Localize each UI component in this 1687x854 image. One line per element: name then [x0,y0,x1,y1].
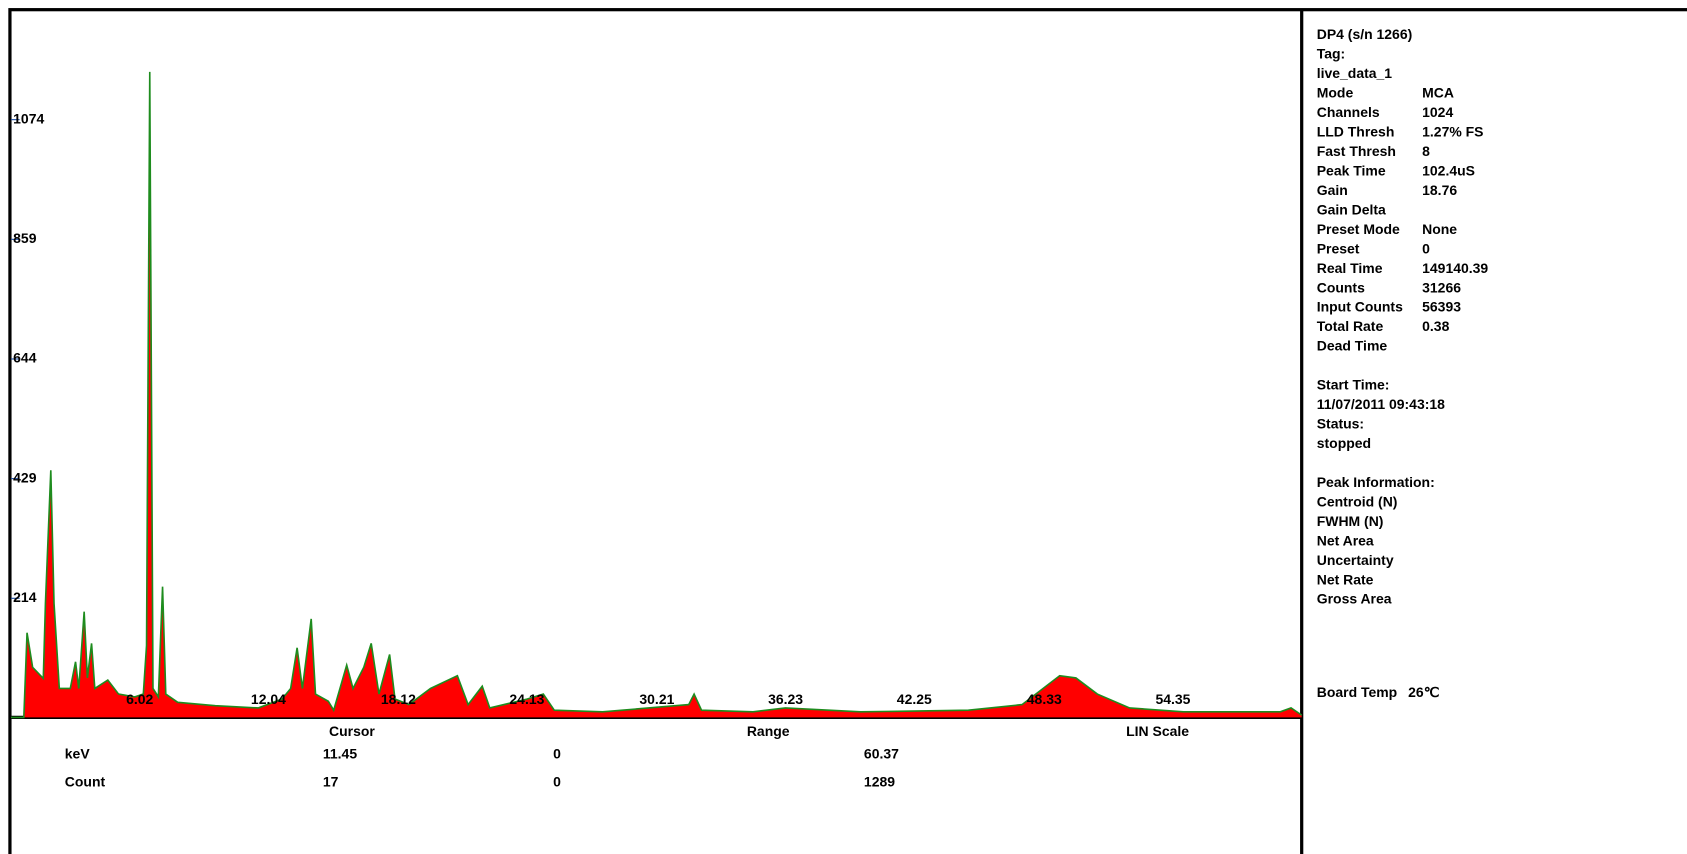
frame [8,8,1687,854]
x-tick-label: 54.35 [1156,691,1191,707]
x-tick-label: 12.04 [251,691,286,707]
param-label: Preset Mode [1317,221,1400,237]
param-label: Preset [1317,240,1360,256]
param-label: Counts [1317,279,1365,295]
param-label: Dead Time [1317,338,1388,354]
readout-cell: 0 [553,746,561,762]
temp-label: Board Temp [1317,684,1397,700]
peak-line: Net Rate [1317,571,1374,587]
x-tick-label: 36.23 [768,691,803,707]
param-label: Gain Delta [1317,201,1386,217]
param-value: 0 [1422,240,1430,256]
peak-line: Gross Area [1317,591,1392,607]
peak-line: Uncertainty [1317,552,1394,568]
y-tick-label: 429 [13,469,37,485]
status-line: Start Time: [1317,377,1390,393]
x-tick-label: 42.25 [897,691,932,707]
ui: Cursor Range LIN Scale keV 11.45 0 60.37 Count 1… [65,26,1489,790]
peak-line: Net Area [1317,532,1374,548]
param-label: Total Rate [1317,318,1384,334]
y-tick-label: 644 [13,350,37,366]
param-label: Mode [1317,85,1354,101]
peak-line: Centroid (N) [1317,493,1398,509]
param-value: 102.4uS [1422,162,1475,178]
status-line: stopped [1317,435,1371,451]
plot: 214 429 644 859 1074 6.02 12.04 18.12 24.13 30.21… [11,71,1303,719]
param-label: Input Counts [1317,299,1403,315]
peak-line: Peak Information: [1317,474,1435,490]
readout-cell: 0 [553,774,561,790]
y-tick-label: 214 [13,589,37,605]
x-tick-label: 48.33 [1027,691,1062,707]
x-tick-label: 24.13 [509,691,544,707]
param-label: LLD Thresh [1317,124,1395,140]
readout-header: LIN Scale [1126,723,1189,739]
readout-cell: 17 [323,774,339,790]
param-value: 8 [1422,143,1430,159]
spectrum-line [11,71,1303,719]
param-value: 56393 [1422,299,1461,315]
panel-line: DP4 (s/n 1266) [1317,26,1413,42]
readout-header: Range [747,723,790,739]
status-line: 11/07/2011 09:43:18 [1317,396,1445,412]
param-value: 0.38 [1422,318,1449,334]
panel-line: Tag: [1317,46,1345,62]
readout-cell: 1289 [864,774,895,790]
readout-cell: 60.37 [864,746,899,762]
peak-line: FWHM (N) [1317,513,1384,529]
temp-value: 26℃ [1408,684,1440,700]
readout-cell: keV [65,746,91,762]
param-value: 1.27% FS [1422,124,1483,140]
param-label: Fast Thresh [1317,143,1396,159]
status-line: Status: [1317,416,1364,432]
param-label: Channels [1317,104,1380,120]
param-value: 31266 [1422,279,1461,295]
param-label: Real Time [1317,260,1383,276]
readout-header: Cursor [329,723,375,739]
readout-cell: 11.45 [323,746,357,762]
spectrum-area [11,71,1302,718]
param-label: Gain [1317,182,1348,198]
x-tick-label: 30.21 [639,691,674,707]
param-value: None [1422,221,1457,237]
y-tick-label: 1074 [13,110,44,126]
x-tick-label: 18.12 [381,691,416,707]
param-value: 18.76 [1422,182,1457,198]
param-value: 149140.39 [1422,260,1488,276]
param-value: 1024 [1422,104,1453,120]
param-label: Peak Time [1317,162,1386,178]
x-tick-label: 6.02 [126,691,153,707]
param-value: MCA [1422,85,1454,101]
readout-cell: Count [65,774,106,790]
panel-line: live_data_1 [1317,65,1393,81]
y-tick-label: 859 [13,230,37,246]
